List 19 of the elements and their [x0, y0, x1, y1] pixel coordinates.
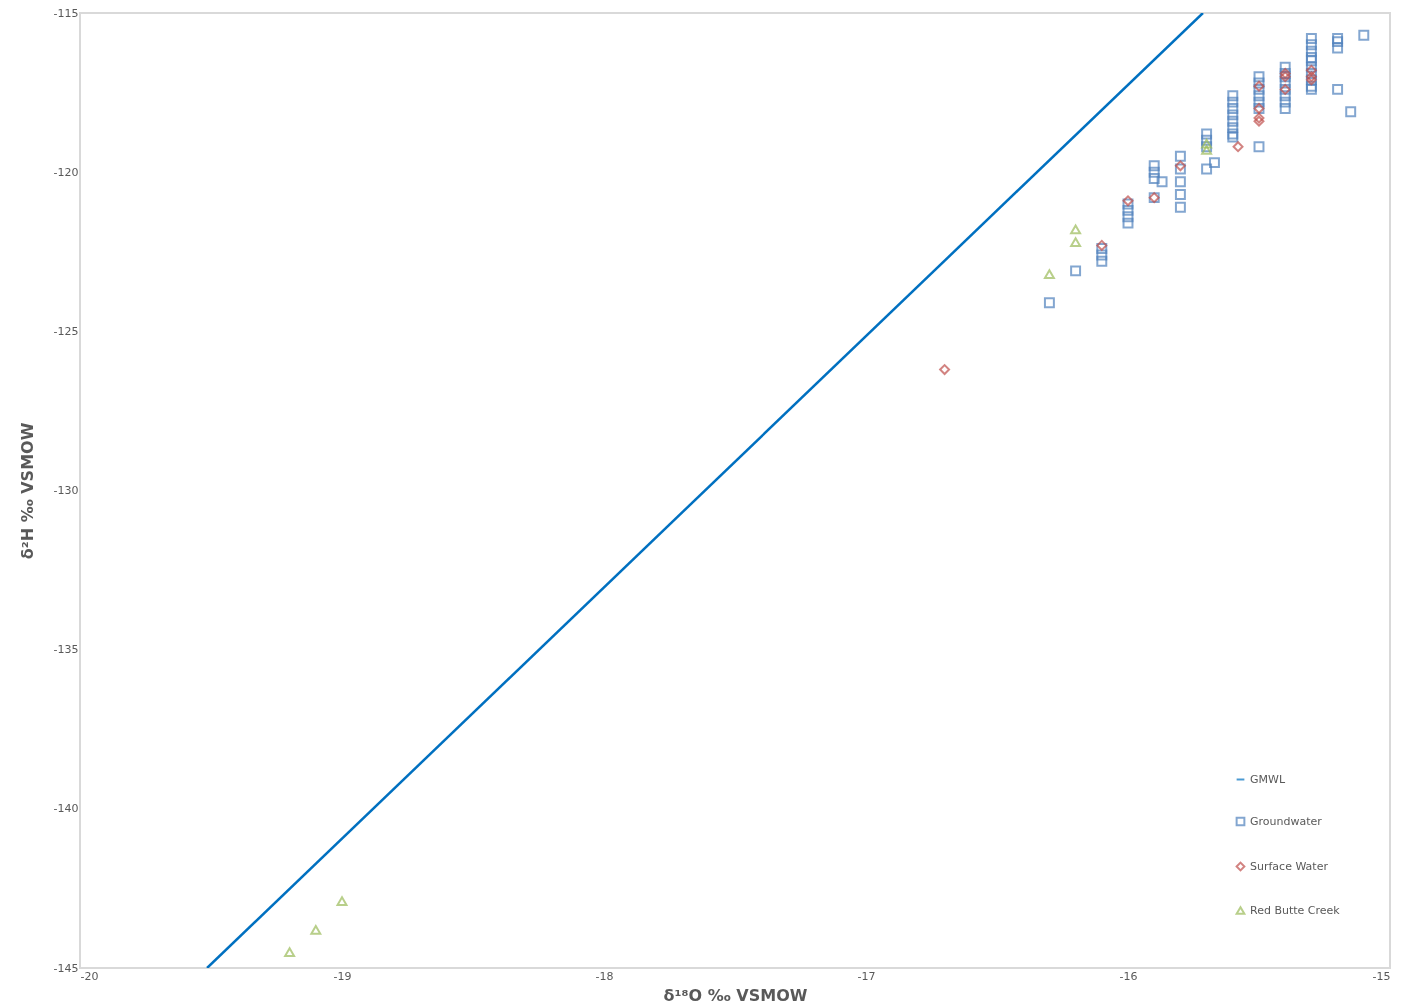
x-tick-label: -18: [595, 969, 614, 983]
x-axis-title: δ¹⁸O ‰ VSMOW: [663, 985, 808, 1005]
x-tick-label: -19: [333, 969, 352, 983]
y-axis-title: δ²H ‰ VSMOW: [17, 422, 37, 560]
y-tick-label: -135: [53, 643, 79, 657]
y-tick-label: -120: [53, 165, 79, 179]
legend-label: GMWL: [1250, 772, 1286, 786]
legend-label: Red Butte Creek: [1250, 903, 1341, 917]
y-tick-label: -140: [53, 802, 79, 816]
y-tick-label: -125: [53, 324, 79, 338]
x-tick-label: -15: [1372, 969, 1391, 983]
x-tick-label: -17: [857, 969, 876, 983]
y-tick-label: -130: [53, 484, 79, 497]
legend-label: Groundwater: [1250, 814, 1323, 828]
y-tick-label: -145: [53, 961, 79, 975]
legend-label: Surface Water: [1250, 859, 1329, 873]
x-tick-label: -20: [80, 969, 99, 983]
y-tick-label: -115: [53, 6, 79, 20]
x-tick-label: -16: [1119, 969, 1138, 983]
